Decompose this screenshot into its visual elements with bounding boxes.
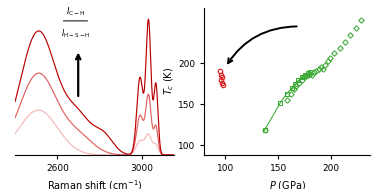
X-axis label: $P$ (GPa): $P$ (GPa) xyxy=(269,179,306,189)
X-axis label: Raman shift (cm$^{-1}$): Raman shift (cm$^{-1}$) xyxy=(46,179,143,189)
Text: $I_\mathrm{C-H}$: $I_\mathrm{C-H}$ xyxy=(66,6,85,18)
Text: $I_\mathrm{H-S-H}$: $I_\mathrm{H-S-H}$ xyxy=(61,27,90,40)
Y-axis label: $T_c$ (K): $T_c$ (K) xyxy=(163,67,177,95)
